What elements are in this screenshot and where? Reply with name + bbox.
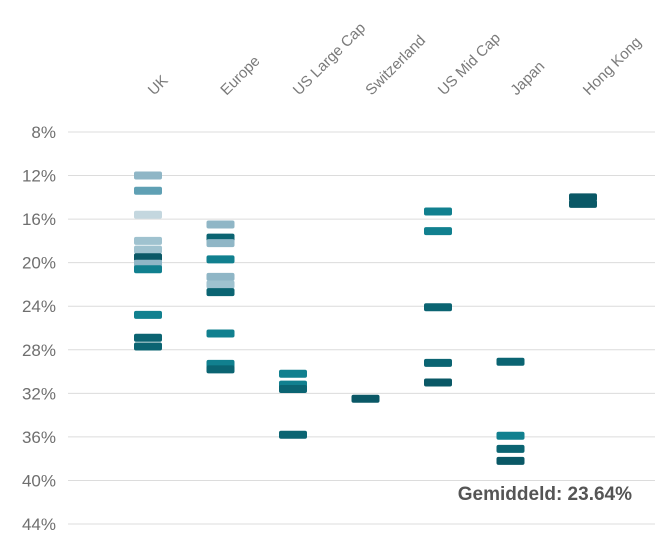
data-mark [206,288,235,297]
gridlines [68,131,655,525]
data-mark [206,255,235,264]
y-tick-label: 44% [22,515,56,534]
y-tick-label: 32% [22,384,56,403]
data-mark [424,207,452,216]
y-tick-label: 16% [22,210,56,229]
data-mark [134,210,162,219]
data-mark [134,333,162,342]
data-mark [279,369,307,378]
category-label: Hong Kong [580,34,645,99]
data-mark [279,384,307,393]
data-mark [134,265,162,274]
y-tick-label: 24% [22,297,56,316]
data-mark [134,236,162,245]
data-mark [134,310,162,319]
data-mark [134,253,162,262]
data-mark [134,171,162,180]
y-tick-label: 20% [22,254,56,273]
data-mark [569,193,597,202]
data-mark [424,358,452,367]
data-mark [206,220,235,229]
data-mark [206,329,235,338]
data-mark [496,444,525,453]
data-mark [206,272,235,281]
data-mark [351,394,380,403]
data-mark [496,456,525,465]
data-mark [279,430,307,439]
y-tick-label: 8% [31,123,56,142]
y-tick-label: 28% [22,341,56,360]
data-mark [134,342,162,351]
data-mark [424,227,452,236]
data-marks [134,171,597,465]
y-axis-ticks: 8% 12% 16% 20% 24% 28% 32% 36% 40% 44% [22,123,56,534]
category-label: Switzerland [362,32,429,99]
data-mark [134,245,162,254]
data-mark [496,357,525,366]
data-mark [134,186,162,195]
data-mark [424,378,452,387]
data-mark [496,431,525,440]
y-tick-label: 40% [22,471,56,490]
data-mark [206,239,235,248]
category-label: US Mid Cap [435,30,504,99]
average-annotation: Gemiddeld: 23.64% [458,484,632,505]
category-label: Japan [507,58,548,99]
y-tick-label: 36% [22,428,56,447]
data-mark [424,303,452,312]
category-label: US Large Cap [290,20,369,99]
category-label: Europe [217,53,263,99]
data-mark [206,365,235,374]
category-label: UK [145,72,172,99]
data-mark [569,199,597,208]
y-tick-label: 12% [22,167,56,186]
data-mark [206,280,235,289]
